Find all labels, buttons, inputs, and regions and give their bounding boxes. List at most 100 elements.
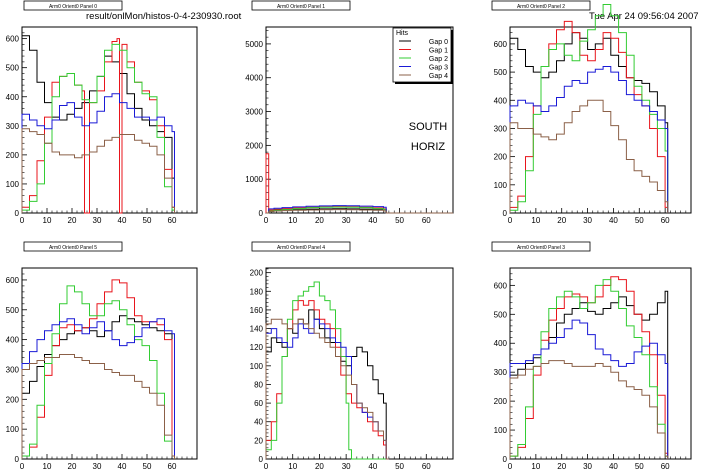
x-tick-label: 40	[118, 216, 127, 225]
plot-frame	[265, 267, 454, 460]
series-line	[266, 205, 453, 214]
panel-title: Arm0 Orient0 Panel 0	[49, 4, 97, 10]
panel-title-box	[491, 241, 591, 252]
y-tick-label: 400	[494, 339, 508, 348]
plot-frame	[21, 26, 198, 214]
timestamp-label: Tue Apr 24 09:56:04 2007	[589, 11, 699, 22]
legend-entry: Gap 1	[429, 48, 448, 55]
panel-title-box	[491, 0, 591, 11]
series-line	[265, 318, 389, 460]
x-tick-label: 50	[395, 216, 404, 225]
x-tick-label: 0	[20, 462, 25, 469]
x-tick-label: 60	[422, 216, 431, 225]
y-tick-label: 500	[6, 306, 20, 315]
panel-title: Arm0 Orient0 Panel 1	[277, 4, 325, 10]
x-tick-label: 40	[609, 462, 618, 469]
y-tick-label: 0	[259, 209, 264, 218]
x-tick-label: 60	[422, 462, 431, 469]
y-tick-label: 120	[250, 343, 264, 352]
series-line	[266, 209, 453, 214]
series-line	[509, 32, 669, 213]
legend-box	[392, 27, 452, 83]
y-tick-label: 100	[494, 426, 508, 435]
x-tick-label: 10	[43, 462, 52, 469]
panel-title-box	[23, 241, 123, 252]
series-line	[509, 4, 669, 213]
y-tick-label: 0	[15, 455, 20, 464]
y-tick-label: 2000	[245, 141, 263, 150]
y-tick-label: 400	[6, 93, 20, 102]
x-tick-label: 20	[557, 462, 566, 469]
y-tick-label: 60	[254, 399, 263, 408]
x-tick-label: 10	[531, 462, 540, 469]
x-tick-label: 30	[583, 216, 592, 225]
legend-entry: Gap 4	[429, 73, 448, 80]
x-tick-label: 10	[531, 216, 540, 225]
x-tick-label: 30	[583, 462, 592, 469]
series-line	[509, 290, 669, 459]
y-tick-label: 500	[494, 68, 508, 77]
y-tick-label: 100	[6, 425, 20, 434]
series-line	[21, 128, 175, 213]
x-tick-label: 30	[93, 462, 102, 469]
y-tick-label: 160	[250, 306, 264, 315]
plot-frame	[265, 26, 454, 214]
x-tick-label: 10	[43, 216, 52, 225]
series-line	[21, 354, 175, 459]
x-tick-label: 20	[557, 216, 566, 225]
series-line	[509, 99, 669, 213]
y-tick-label: 200	[250, 269, 264, 278]
series-line	[509, 319, 669, 459]
legend-entry: Gap 0	[429, 39, 448, 46]
y-tick-label: 0	[503, 209, 508, 218]
x-tick-label: 30	[93, 216, 102, 225]
x-tick-label: 60	[661, 462, 670, 469]
y-tick-label: 300	[6, 122, 20, 131]
panel-title-box	[23, 0, 123, 11]
panel-title: Arm0 Orient0 Panel 4	[277, 245, 325, 251]
series-line	[21, 93, 175, 213]
x-tick-label: 20	[68, 462, 77, 469]
x-tick-label: 0	[508, 216, 513, 225]
y-tick-label: 180	[250, 287, 264, 296]
y-tick-label: 300	[494, 124, 508, 133]
y-tick-label: 500	[494, 310, 508, 319]
panel-title: Arm0 Orient0 Panel 3	[517, 245, 565, 251]
y-tick-label: 200	[494, 397, 508, 406]
x-tick-label: 0	[264, 462, 269, 469]
series-line	[509, 360, 669, 459]
y-tick-label: 500	[6, 64, 20, 73]
x-tick-label: 30	[342, 462, 351, 469]
y-tick-label: 100	[494, 181, 508, 190]
series-line	[509, 66, 669, 213]
y-tick-label: 200	[6, 395, 20, 404]
x-tick-label: 20	[315, 216, 324, 225]
x-tick-label: 60	[168, 462, 177, 469]
y-tick-label: 200	[6, 151, 20, 160]
y-tick-label: 200	[494, 153, 508, 162]
x-tick-label: 50	[395, 462, 404, 469]
panel-title: Arm0 Orient0 Panel 2	[517, 4, 565, 10]
y-tick-label: 20	[254, 436, 263, 445]
y-tick-label: 600	[494, 281, 508, 290]
y-tick-label: 600	[6, 276, 20, 285]
file-path-label: result/onlMon/histos-0-4-230930.root	[86, 11, 242, 22]
y-tick-label: 400	[494, 96, 508, 105]
x-tick-label: 10	[288, 216, 297, 225]
x-tick-label: 40	[368, 216, 377, 225]
x-tick-label: 0	[20, 216, 25, 225]
x-tick-label: 50	[635, 462, 644, 469]
y-tick-label: 400	[6, 336, 20, 345]
series-line	[265, 281, 389, 460]
y-tick-label: 4000	[245, 74, 263, 83]
y-tick-label: 600	[6, 35, 20, 44]
y-tick-label: 0	[503, 455, 508, 464]
legend-entry: Gap 2	[429, 56, 448, 63]
x-tick-label: 50	[143, 462, 152, 469]
panel-title-box	[251, 0, 351, 11]
x-tick-label: 40	[368, 462, 377, 469]
x-tick-label: 60	[661, 216, 670, 225]
series-line	[21, 285, 175, 459]
x-tick-label: 40	[118, 462, 127, 469]
